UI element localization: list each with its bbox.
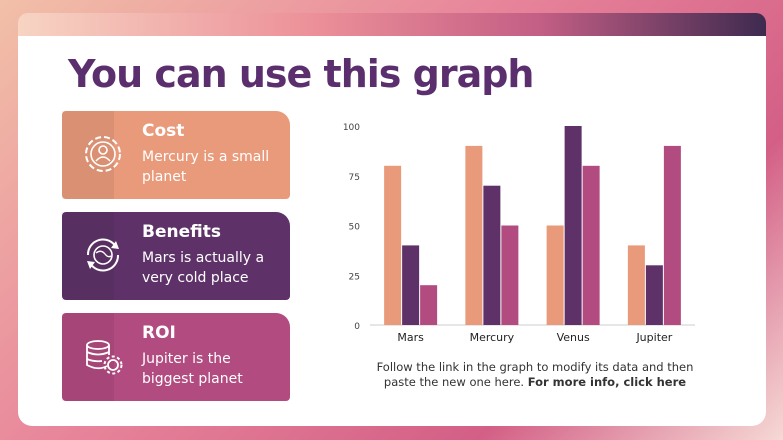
- more-info-link[interactable]: For more info, click here: [527, 375, 687, 389]
- top-decorative-bar: [18, 13, 766, 37]
- card-title: ROI: [142, 323, 176, 343]
- page-title: You can use this graph: [68, 52, 534, 96]
- bar: [402, 245, 420, 325]
- bar: [384, 165, 402, 325]
- chart-caption: Follow the link in the graph to modify i…: [370, 360, 700, 390]
- bar: [420, 285, 438, 325]
- x-tick-label: Venus: [557, 331, 590, 344]
- y-tick-label: 75: [349, 173, 360, 183]
- bar: [564, 126, 582, 325]
- bar: [546, 225, 564, 325]
- bar: [483, 185, 501, 325]
- x-tick-label: Jupiter: [635, 331, 672, 344]
- bar: [663, 145, 681, 325]
- database-gear-icon: [86, 340, 123, 375]
- card-cost: Cost Mercury is a small planet: [62, 111, 294, 203]
- y-tick-label: 25: [349, 272, 360, 282]
- globe-cycle-icon: [86, 238, 120, 272]
- x-tick-label: Mars: [397, 331, 424, 344]
- x-tick-label: Mercury: [470, 331, 515, 344]
- y-tick-label: 0: [354, 322, 360, 332]
- card-benefits: Benefits Mars is actually a very cold pl…: [62, 212, 294, 304]
- bar: [645, 265, 663, 325]
- bar: [465, 145, 483, 325]
- card-title: Benefits: [142, 222, 221, 242]
- gear-person-icon: [85, 136, 121, 172]
- bar: [582, 165, 600, 325]
- card-text: Mars is actually a very cold place: [142, 250, 265, 286]
- card-text: Jupiter is the biggest planet: [142, 351, 243, 387]
- card-title: Cost: [142, 121, 185, 141]
- card-text: Mercury is a small planet: [142, 149, 270, 185]
- y-tick-label: 50: [349, 223, 361, 233]
- card-roi: ROI Jupiter is the biggest planet: [62, 313, 294, 405]
- bar: [501, 225, 519, 325]
- bar: [627, 245, 645, 325]
- caption-text: Follow the link in the graph to modify i…: [376, 360, 694, 389]
- y-tick-label: 100: [343, 123, 360, 133]
- bar-chart: 0 25 50 75 100 Mars Mercury Venus Jupiter: [343, 123, 695, 344]
